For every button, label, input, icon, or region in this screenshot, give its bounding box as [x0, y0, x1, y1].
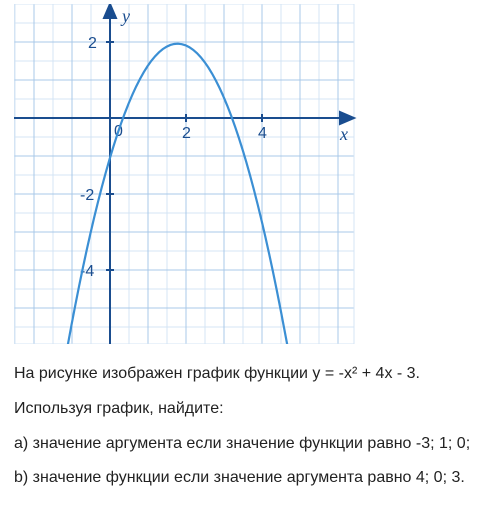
- xtick-2: 2: [182, 125, 191, 142]
- ytick-2: 2: [88, 35, 97, 52]
- chart-svg: y x 0 2 4 2 -2 -4: [14, 4, 374, 344]
- intro-line: На рисунке изображен график функции y = …: [14, 362, 486, 387]
- part-b: b) значение функции если значение аргуме…: [14, 466, 486, 491]
- intro-text: На рисунке изображен график функции y = …: [14, 365, 420, 382]
- problem-text: На рисунке изображен график функции y = …: [14, 362, 486, 491]
- function-graph: y x 0 2 4 2 -2 -4: [14, 4, 374, 344]
- y-axis-label: y: [120, 6, 130, 26]
- xtick-4: 4: [258, 125, 267, 142]
- using-line: Используя график, найдите:: [14, 397, 486, 422]
- x-axis-label: x: [339, 124, 348, 144]
- ytick-m2: -2: [80, 187, 94, 204]
- part-a: a) значение аргумента если значение функ…: [14, 432, 486, 457]
- chart-bg: [14, 4, 374, 344]
